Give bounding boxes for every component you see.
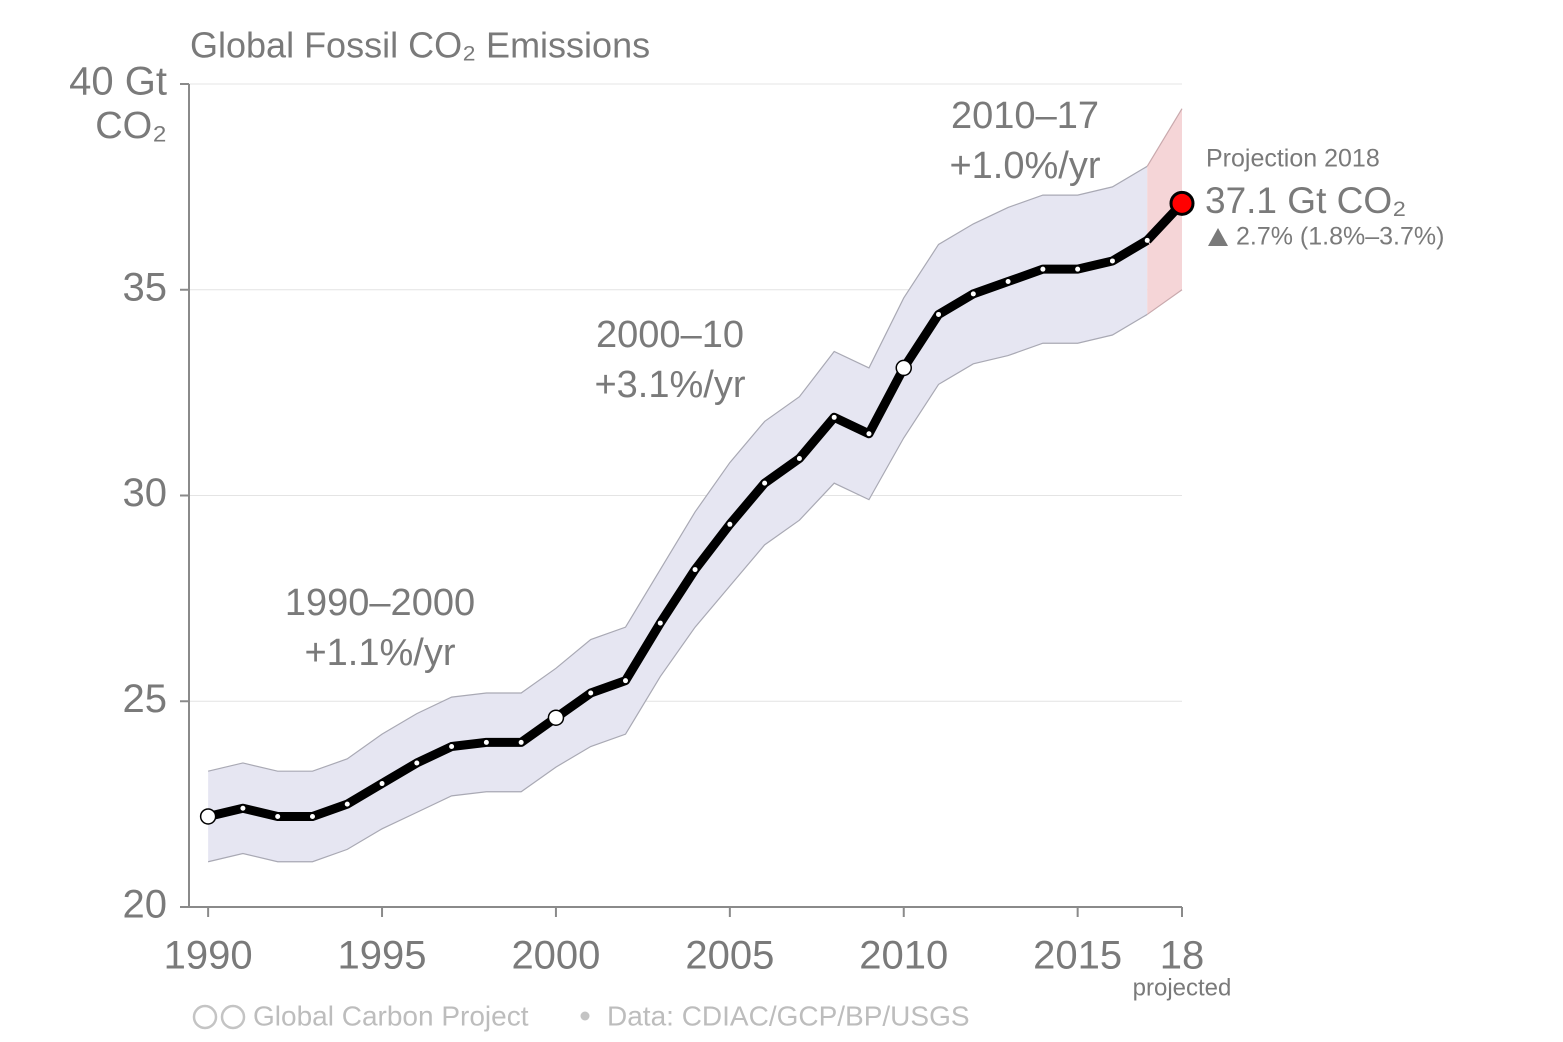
projection-band: [1147, 108, 1182, 315]
annotation-period: 2010–17: [951, 95, 1099, 137]
footer-source: Data: CDIAC/GCP/BP/USGS: [607, 1000, 970, 1031]
projection-change: 2.7% (1.8%–3.7%): [1236, 223, 1444, 251]
x-tick-note: projected: [1133, 974, 1232, 1001]
data-point: [623, 678, 629, 684]
annotation-rate: +1.1%/yr: [304, 632, 455, 674]
x-tick-label: 18: [1160, 934, 1205, 978]
data-point: [199, 808, 217, 825]
data-point: [1075, 266, 1081, 272]
footer-bullet: [580, 1011, 590, 1021]
data-point: [895, 359, 913, 377]
y-tick-label: 30: [123, 471, 168, 515]
y-tick-label: 25: [123, 677, 168, 721]
y-tick-label: 40 Gt: [69, 60, 167, 104]
data-point: [970, 291, 976, 297]
band-upper-edge: [207, 165, 1148, 772]
footer: Global Carbon Project Data: CDIAC/GCP/BP…: [192, 1000, 970, 1031]
data-point: [240, 805, 246, 811]
x-tick-label: 2005: [685, 934, 774, 978]
data-point: [1144, 237, 1150, 243]
y-tick-label: 35: [123, 265, 168, 309]
chart-title: Global Fossil CO₂ Emissions: [190, 25, 650, 66]
y-axis-label: CO₂: [95, 105, 167, 147]
band-lower-edge: [207, 313, 1148, 863]
data-point: [936, 311, 942, 317]
data-point: [344, 801, 350, 807]
projection-value: 37.1 Gt CO₂: [1205, 180, 1407, 221]
x-tick-label: 2000: [511, 934, 600, 978]
data-point: [449, 744, 455, 750]
data-point: [1109, 258, 1115, 264]
data-point: [1040, 266, 1046, 272]
data-point: [414, 760, 420, 766]
cc-icon: [192, 1004, 218, 1030]
by-icon: [220, 1004, 246, 1030]
annotation-rate: +1.0%/yr: [949, 145, 1100, 187]
change-arrow: [1208, 228, 1228, 246]
data-point: [483, 739, 489, 745]
x-tick-label: 1990: [164, 934, 253, 978]
data-point: [831, 414, 837, 420]
data-point: [692, 567, 698, 573]
emissions-line: [207, 236, 1150, 821]
projection-point: [1169, 190, 1195, 216]
data-point: [796, 455, 802, 461]
annotation-period: 2000–10: [596, 314, 744, 356]
data-point: [518, 739, 524, 745]
data-point: [657, 620, 663, 626]
projection-band-edge: [1146, 108, 1183, 167]
annotation-rate: +3.1%/yr: [594, 364, 745, 406]
data-point: [588, 690, 594, 696]
data-point: [866, 431, 872, 437]
data-point: [762, 480, 768, 486]
footer-credit: Global Carbon Project: [253, 1000, 529, 1031]
data-point: [727, 521, 733, 527]
data-point: [275, 813, 281, 819]
data-point: [309, 813, 315, 819]
x-tick-label: 1995: [338, 934, 427, 978]
uncertainty-band: [208, 166, 1148, 862]
data-point: [547, 709, 565, 726]
x-tick-label: 2010: [859, 934, 948, 978]
data-point: [1005, 279, 1011, 285]
annotation-period: 1990–2000: [285, 582, 475, 624]
projection-band-edge: [1146, 289, 1183, 315]
projection-title: Projection 2018: [1206, 145, 1380, 173]
y-tick-label: 20: [123, 883, 168, 927]
x-tick-label: 2015: [1033, 934, 1122, 978]
data-point: [379, 781, 385, 787]
